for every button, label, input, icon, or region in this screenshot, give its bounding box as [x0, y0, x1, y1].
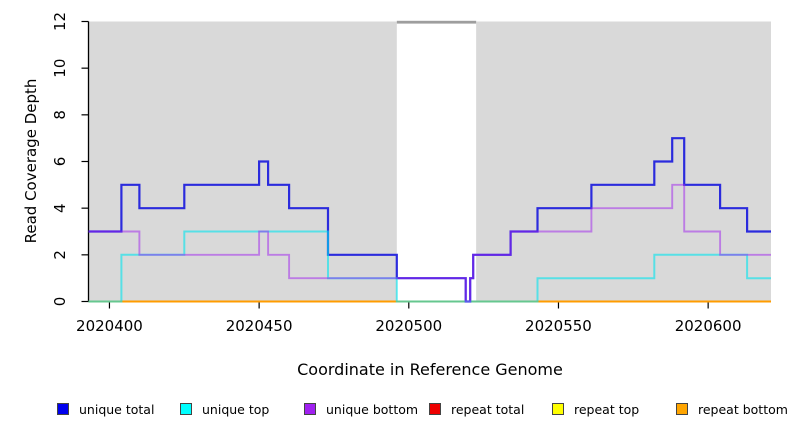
y-tick-label: 12 [51, 12, 69, 31]
legend-swatch-icon [304, 403, 316, 415]
masked-region [396, 21, 477, 302]
legend-swatch-icon [180, 403, 192, 415]
y-tick-label: 10 [51, 59, 69, 78]
y-tick-label: 6 [51, 157, 69, 167]
legend-swatch-icon [57, 403, 69, 415]
legend-label: repeat top [574, 401, 640, 417]
y-tick-label: 0 [51, 297, 69, 307]
legend-item-repeat-total: repeat total [429, 401, 524, 417]
legend-item-unique-top: unique top [180, 401, 269, 417]
x-tick-label: 2020400 [76, 317, 143, 335]
x-axis-title: Coordinate in Reference Genome [297, 360, 563, 379]
legend-label: unique total [79, 401, 155, 417]
legend-label: repeat bottom [698, 401, 788, 417]
legend-label: unique top [202, 401, 270, 417]
legend-item-repeat-bottom: repeat bottom [676, 401, 788, 417]
chart-canvas: 2020400 2020450 2020500 2020550 2020600 0 2 4 6 8… [51, 12, 771, 335]
y-axis-title: Read Coverage Depth [22, 78, 40, 244]
legend-swatch-icon [552, 403, 564, 415]
x-tick-label: 2020500 [375, 317, 442, 335]
y-tick-label: 2 [51, 250, 69, 260]
y-tick-label: 4 [51, 203, 69, 213]
legend-item-unique-total: unique total [57, 401, 154, 417]
legend-item-repeat-top: repeat top [552, 401, 639, 417]
legend-swatch-icon [676, 403, 688, 415]
series-line-unique-bottom [88, 183, 771, 303]
x-tick-label: 2020550 [525, 317, 592, 335]
y-tick-label: 8 [51, 110, 69, 120]
legend-swatch-icon [429, 403, 441, 415]
masked-region-top-bar [396, 20, 477, 24]
legend-label: repeat total [451, 401, 525, 417]
legend-item-unique-bottom: unique bottom [304, 401, 418, 417]
legend: unique total unique top unique bottom repea… [0, 401, 792, 421]
x-tick-label: 2020600 [675, 317, 742, 335]
legend-label: unique bottom [326, 401, 419, 417]
x-tick-label: 2020450 [226, 317, 293, 335]
